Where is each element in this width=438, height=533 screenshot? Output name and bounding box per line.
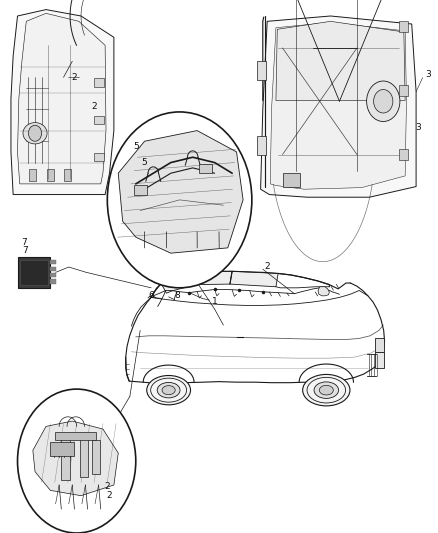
Polygon shape: [276, 21, 405, 100]
Text: 2: 2: [105, 482, 110, 490]
Circle shape: [28, 125, 42, 141]
Text: 5: 5: [141, 158, 148, 167]
Ellipse shape: [319, 385, 333, 395]
Bar: [399, 149, 408, 160]
Text: 3: 3: [425, 70, 431, 78]
Bar: [29, 169, 36, 181]
Bar: [399, 21, 408, 32]
Bar: [94, 116, 104, 124]
Text: 7: 7: [22, 246, 28, 255]
Ellipse shape: [303, 374, 350, 406]
Bar: [50, 260, 56, 264]
Text: 5: 5: [133, 142, 139, 151]
Text: 6: 6: [148, 292, 154, 300]
Circle shape: [107, 112, 252, 288]
Bar: [50, 273, 56, 277]
Text: 2: 2: [107, 491, 112, 500]
Bar: [375, 352, 384, 368]
Ellipse shape: [162, 386, 175, 394]
Bar: [18, 257, 50, 288]
Polygon shape: [33, 421, 118, 496]
Ellipse shape: [157, 383, 180, 398]
Bar: [50, 279, 56, 284]
Polygon shape: [11, 10, 114, 195]
Bar: [64, 169, 71, 181]
Bar: [94, 153, 104, 161]
Bar: [199, 164, 212, 173]
Bar: [399, 85, 408, 96]
Bar: [61, 434, 70, 480]
Text: 2: 2: [265, 262, 270, 271]
Polygon shape: [161, 272, 197, 293]
Bar: [94, 78, 104, 87]
Circle shape: [367, 81, 400, 122]
Polygon shape: [118, 131, 243, 253]
Bar: [47, 169, 54, 181]
Bar: [55, 432, 96, 440]
Polygon shape: [318, 287, 329, 296]
Bar: [92, 440, 100, 474]
Polygon shape: [230, 271, 278, 287]
Bar: [50, 442, 74, 456]
Polygon shape: [197, 271, 232, 285]
Polygon shape: [270, 22, 406, 189]
Bar: [257, 61, 266, 80]
Text: 3: 3: [415, 124, 421, 132]
Bar: [134, 185, 147, 195]
Bar: [20, 260, 48, 285]
Text: 1: 1: [212, 297, 218, 305]
Bar: [375, 338, 384, 352]
Bar: [283, 173, 300, 187]
Text: 2: 2: [72, 73, 77, 82]
Text: 8: 8: [174, 292, 180, 300]
Circle shape: [18, 389, 136, 533]
Polygon shape: [261, 16, 416, 197]
Ellipse shape: [23, 123, 47, 144]
Bar: [80, 437, 88, 477]
Ellipse shape: [147, 375, 191, 405]
Polygon shape: [18, 13, 106, 184]
Text: 2: 2: [92, 102, 97, 111]
Bar: [257, 136, 266, 155]
Bar: [50, 266, 56, 271]
Text: 7: 7: [21, 238, 27, 247]
Circle shape: [374, 90, 393, 113]
Ellipse shape: [314, 382, 339, 399]
